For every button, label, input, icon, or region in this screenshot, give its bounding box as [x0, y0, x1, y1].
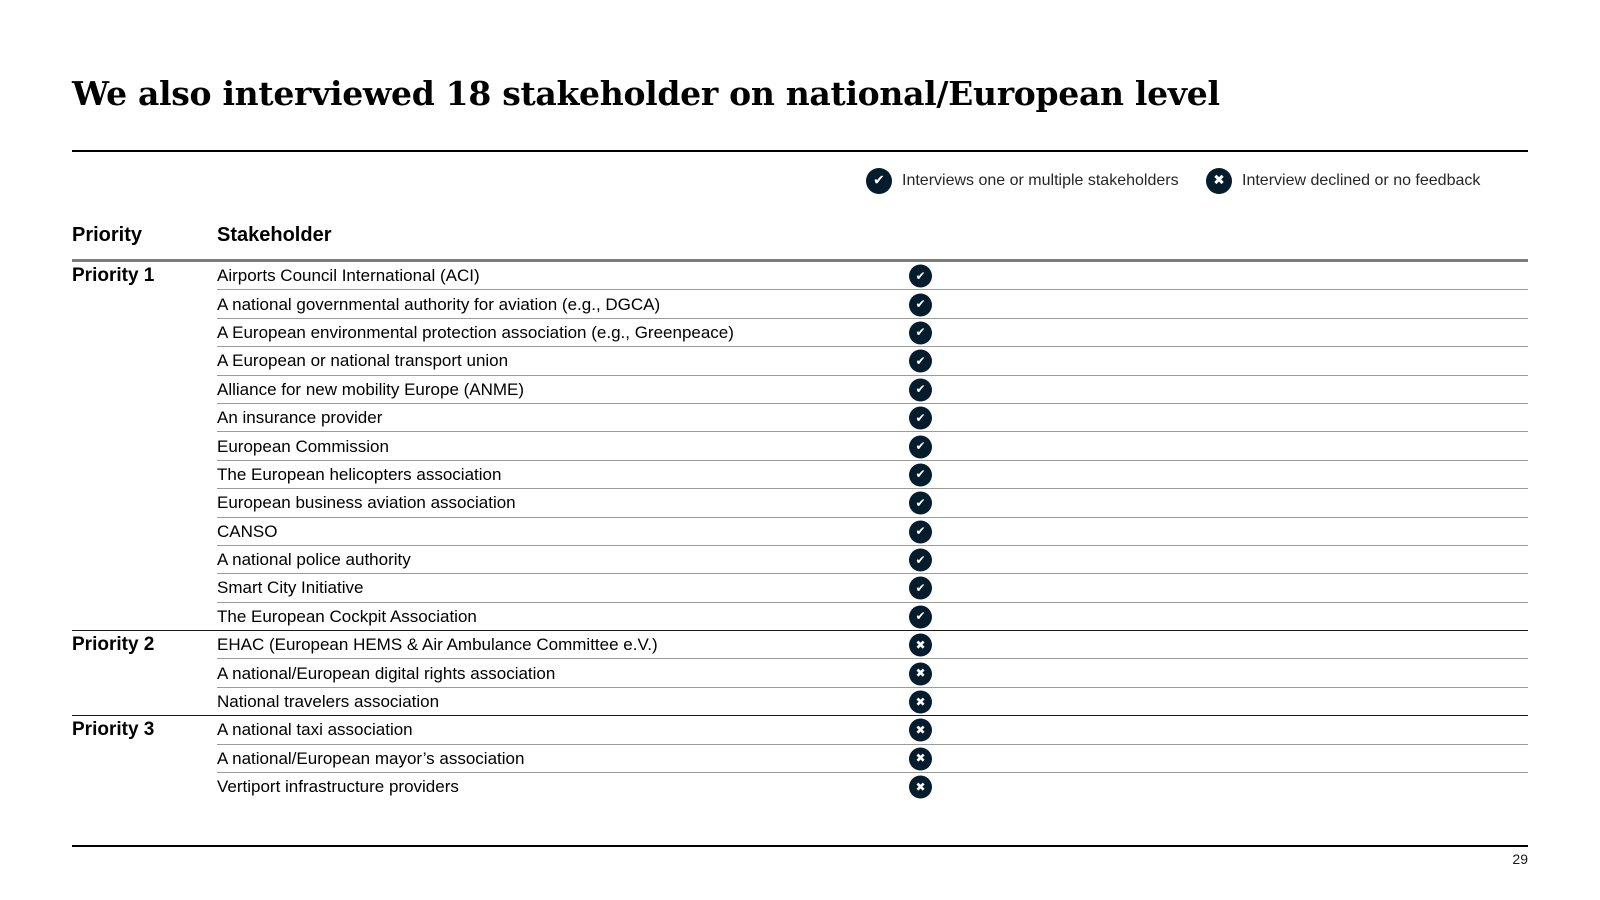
legend-item-declined: ✖ Interview declined or no feedback: [1206, 168, 1480, 194]
check-icon: ✔: [909, 576, 932, 600]
check-icon: ✔: [909, 321, 932, 345]
title-divider: [72, 150, 1528, 152]
stakeholder-label: A national taxi association: [217, 720, 413, 740]
table-row: Alliance for new mobility Europe (ANME) ✔: [72, 376, 1528, 405]
check-icon: ✔: [909, 406, 932, 430]
check-icon: ✔: [909, 378, 932, 402]
cross-icon: ✖: [909, 775, 932, 799]
table-row: Smart City Initiative ✔: [72, 574, 1528, 604]
table-row: Vertiport infrastructure providers ✖: [72, 773, 1528, 801]
check-icon: ✔: [909, 293, 932, 317]
cross-icon: ✖: [909, 633, 932, 657]
stakeholder-label: A national police authority: [217, 550, 411, 570]
page-number: 29: [1512, 851, 1528, 867]
table-row: European Commission ✔: [72, 432, 1528, 462]
table-row: Priority 3 A national taxi association ✖: [72, 716, 1528, 746]
stakeholder-label: A European or national transport union: [217, 351, 509, 371]
stakeholder-label: An insurance provider: [217, 408, 383, 428]
stakeholder-label: A national governmental authority for av…: [217, 294, 661, 314]
stakeholder-label: The European helicopters association: [217, 464, 502, 484]
check-icon: ✔: [909, 605, 932, 629]
stakeholder-label: The European Cockpit Association: [217, 606, 477, 626]
table-row: European business aviation association ✔: [72, 489, 1528, 518]
stakeholder-label: CANSO: [217, 521, 278, 541]
legend-label: Interview declined or no feedback: [1242, 172, 1481, 189]
table-row: National travelers association ✖: [72, 688, 1528, 717]
legend-item-interviewed: ✔ Interviews one or multiple stakeholder…: [866, 168, 1179, 194]
check-icon: ✔: [909, 520, 932, 544]
check-icon: ✔: [909, 491, 932, 515]
stakeholder-label: A European environmental protection asso…: [217, 322, 734, 342]
page-title: We also interviewed 18 stakeholder on na…: [72, 74, 1220, 113]
column-header-stakeholder: Stakeholder: [217, 224, 332, 246]
priority-label: Priority 1: [72, 265, 155, 287]
table-row: A national/European digital rights assoc…: [72, 659, 1528, 689]
stakeholder-label: EHAC (European HEMS & Air Ambulance Comm…: [217, 635, 658, 655]
table-row: Priority 1 Airports Council International…: [72, 262, 1528, 291]
check-icon: ✔: [909, 463, 932, 487]
stakeholder-label: European business aviation association: [217, 493, 516, 513]
stakeholder-label: Alliance for new mobility Europe (ANME): [217, 379, 525, 399]
table-row: An insurance provider ✔: [72, 404, 1528, 433]
table-row: A European environmental protection asso…: [72, 319, 1528, 348]
table-row: A European or national transport union ✔: [72, 347, 1528, 376]
check-icon: ✔: [909, 548, 932, 572]
check-icon: ✔: [866, 168, 892, 194]
table-row: A national/European mayor’s association ✖: [72, 745, 1528, 774]
priority-label: Priority 3: [72, 719, 155, 741]
stakeholder-label: Airports Council International (ACI): [217, 266, 480, 286]
table-row: The European Cockpit Association ✔: [72, 603, 1528, 632]
check-icon: ✔: [909, 264, 932, 288]
stakeholder-table: Priority 1 Airports Council International…: [72, 262, 1528, 801]
cross-icon: ✖: [1206, 168, 1232, 194]
legend-label: Interviews one or multiple stakeholders: [902, 172, 1179, 189]
cross-icon: ✖: [909, 747, 932, 771]
stakeholder-label: Smart City Initiative: [217, 578, 364, 598]
cross-icon: ✖: [909, 718, 932, 742]
table-row: A national governmental authority for av…: [72, 290, 1528, 320]
table-row: CANSO ✔: [72, 518, 1528, 547]
stakeholder-label: Vertiport infrastructure providers: [217, 777, 459, 797]
priority-label: Priority 2: [72, 634, 155, 656]
cross-icon: ✖: [909, 690, 932, 714]
table-header: Priority Stakeholder: [72, 224, 1528, 257]
check-icon: ✔: [909, 435, 932, 459]
cross-icon: ✖: [909, 662, 932, 686]
footer-divider: [72, 845, 1528, 847]
table-header-divider: [72, 259, 1528, 262]
check-icon: ✔: [909, 349, 932, 373]
stakeholder-label: National travelers association: [217, 692, 440, 712]
table-row: Priority 2 EHAC (European HEMS & Air Ambu…: [72, 631, 1528, 660]
table-row: A national police authority ✔: [72, 546, 1528, 575]
stakeholder-label: A national/European mayor’s association: [217, 748, 525, 768]
column-header-priority: Priority: [72, 224, 143, 246]
table-row: The European helicopters association ✔: [72, 461, 1528, 490]
stakeholder-label: A national/European digital rights assoc…: [217, 663, 556, 683]
stakeholder-label: European Commission: [217, 436, 389, 456]
